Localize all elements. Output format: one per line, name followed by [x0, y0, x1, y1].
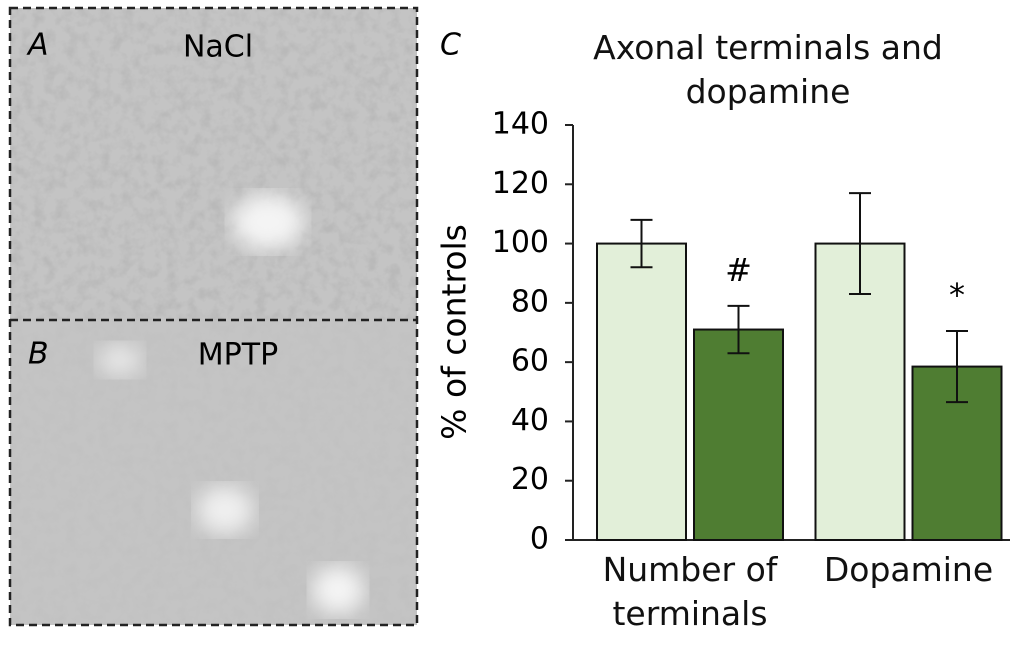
x-tick-label: Dopamine: [823, 550, 994, 589]
chart-title: Axonal terminals and dopamine: [593, 28, 943, 111]
panel-title: NaCl: [183, 30, 253, 65]
y-tick-label: 20: [511, 462, 549, 497]
y-tick-label: 0: [530, 522, 549, 557]
y-tick-label: 100: [492, 225, 549, 260]
y-tick-label: 80: [511, 284, 549, 319]
bar: [814, 242, 906, 541]
y-tick-label: 120: [492, 166, 549, 201]
bar: [693, 328, 784, 541]
y-tick-label: 140: [492, 107, 549, 142]
y-tick-label: 60: [511, 344, 549, 379]
significance-marker: *: [949, 276, 965, 314]
micrograph-b: [10, 320, 417, 625]
panel-label: B: [28, 337, 49, 372]
y-axis-label: % of controls: [435, 224, 474, 440]
panel-border: [8, 6, 419, 627]
x-tick-label: Number of terminals: [602, 550, 778, 633]
panel-label: A: [26, 28, 49, 63]
bar: [596, 242, 687, 541]
significance-marker: #: [725, 251, 752, 289]
micrograph-a: [10, 8, 417, 320]
panel-label: C: [440, 28, 461, 63]
y-tick-label: 40: [511, 403, 549, 438]
panel-title: MPTP: [198, 338, 278, 373]
